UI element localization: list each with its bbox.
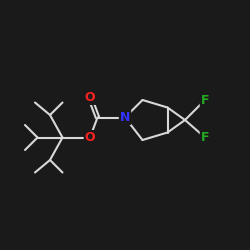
Text: F: F [201,94,209,106]
Text: O: O [85,131,95,144]
Text: N: N [120,111,130,124]
Text: O: O [85,91,95,104]
Text: F: F [201,131,209,144]
